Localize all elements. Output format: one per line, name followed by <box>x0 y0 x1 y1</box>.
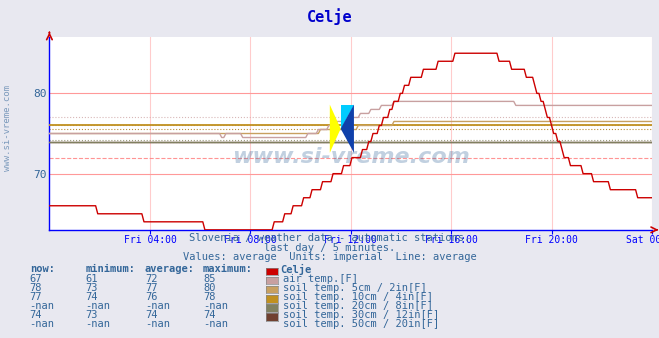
Text: 78: 78 <box>30 283 42 293</box>
Text: 80: 80 <box>203 283 215 293</box>
Text: -nan: -nan <box>30 319 55 330</box>
Text: -nan: -nan <box>145 319 170 330</box>
Text: air temp.[F]: air temp.[F] <box>283 274 358 284</box>
Text: 73: 73 <box>86 310 98 320</box>
Polygon shape <box>330 105 341 153</box>
Text: Celje: Celje <box>280 264 311 275</box>
Text: 72: 72 <box>145 274 158 284</box>
Text: 74: 74 <box>203 310 215 320</box>
Text: 74: 74 <box>86 292 98 302</box>
Text: soil temp. 5cm / 2in[F]: soil temp. 5cm / 2in[F] <box>283 283 427 293</box>
Text: average:: average: <box>145 264 195 274</box>
Text: 77: 77 <box>145 283 158 293</box>
Polygon shape <box>341 105 354 153</box>
Text: 76: 76 <box>145 292 158 302</box>
Text: -nan: -nan <box>203 319 228 330</box>
Text: soil temp. 20cm / 8in[F]: soil temp. 20cm / 8in[F] <box>283 301 434 311</box>
Text: -nan: -nan <box>145 301 170 311</box>
Text: -nan: -nan <box>86 301 111 311</box>
Text: 67: 67 <box>30 274 42 284</box>
Text: 77: 77 <box>30 292 42 302</box>
Text: soil temp. 10cm / 4in[F]: soil temp. 10cm / 4in[F] <box>283 292 434 302</box>
Text: Celje: Celje <box>306 8 353 25</box>
Text: Slovenia / weather data - automatic stations.: Slovenia / weather data - automatic stat… <box>189 233 470 243</box>
Text: www.si-vreme.com: www.si-vreme.com <box>232 147 470 167</box>
Text: maximum:: maximum: <box>203 264 253 274</box>
Text: www.si-vreme.com: www.si-vreme.com <box>3 86 13 171</box>
Text: last day / 5 minutes.: last day / 5 minutes. <box>264 243 395 253</box>
Text: now:: now: <box>30 264 55 274</box>
Text: Values: average  Units: imperial  Line: average: Values: average Units: imperial Line: av… <box>183 252 476 262</box>
Text: minimum:: minimum: <box>86 264 136 274</box>
Polygon shape <box>341 105 354 129</box>
Text: 74: 74 <box>30 310 42 320</box>
Text: soil temp. 50cm / 20in[F]: soil temp. 50cm / 20in[F] <box>283 319 440 330</box>
Text: 85: 85 <box>203 274 215 284</box>
Text: -nan: -nan <box>30 301 55 311</box>
Text: soil temp. 30cm / 12in[F]: soil temp. 30cm / 12in[F] <box>283 310 440 320</box>
Text: 74: 74 <box>145 310 158 320</box>
Text: -nan: -nan <box>203 301 228 311</box>
Text: 61: 61 <box>86 274 98 284</box>
Text: 78: 78 <box>203 292 215 302</box>
Text: 73: 73 <box>86 283 98 293</box>
Text: -nan: -nan <box>86 319 111 330</box>
